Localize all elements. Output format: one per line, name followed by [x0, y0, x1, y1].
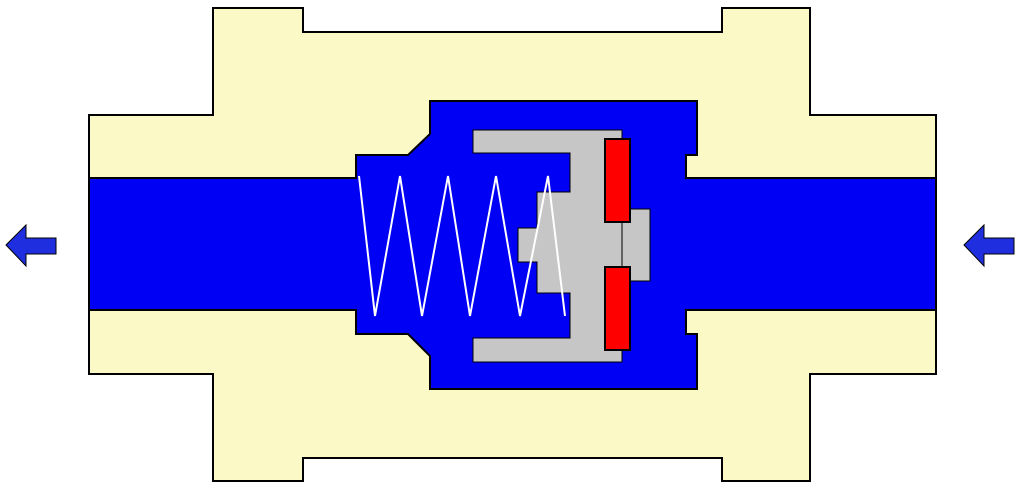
outlet-arrow-icon	[5, 223, 57, 268]
spring	[358, 175, 566, 317]
seal-bottom	[604, 266, 631, 351]
inlet-arrow-icon	[963, 223, 1015, 268]
poppet	[472, 129, 623, 363]
flow-channel	[88, 100, 937, 390]
seal-top	[604, 138, 631, 223]
